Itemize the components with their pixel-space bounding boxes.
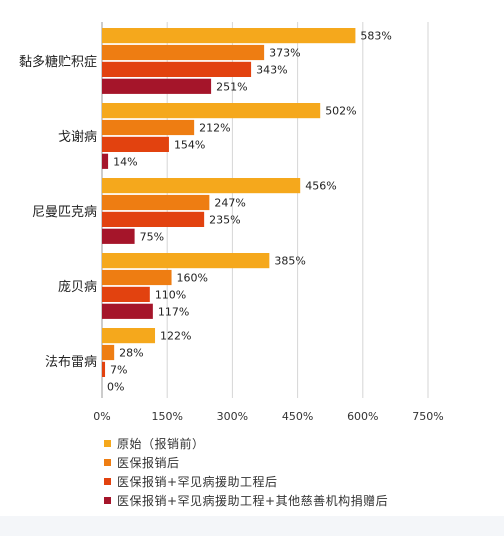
bar-value-label: 117%	[158, 305, 189, 318]
bar	[102, 153, 109, 169]
bar-value-label: 343%	[256, 63, 287, 76]
x-tick-label: 750%	[412, 410, 443, 423]
legend-item: 医保报销+罕见病援助工程后	[104, 472, 494, 491]
bar-value-label: 75%	[140, 230, 164, 243]
bar-value-label: 14%	[113, 155, 137, 168]
bar-value-label: 235%	[209, 213, 240, 226]
legend-label: 医保报销后	[117, 456, 180, 470]
x-tick-label: 0%	[93, 410, 110, 423]
bar	[102, 361, 106, 377]
bar	[102, 28, 356, 44]
legend-swatch	[104, 459, 111, 466]
legend-swatch	[104, 478, 111, 485]
bar	[102, 194, 210, 211]
x-tick-label: 450%	[282, 410, 313, 423]
legend-item: 医保报销后	[104, 453, 494, 472]
x-tick-label: 150%	[151, 410, 182, 423]
bar-value-label: 583%	[360, 30, 391, 43]
chart-legend: 原始（报销前） 医保报销后医保报销+罕见病援助工程后医保报销+罕见病援助工程+其他…	[104, 434, 494, 510]
bar-value-label: 385%	[274, 255, 305, 268]
bar	[102, 119, 195, 136]
bar	[102, 328, 156, 344]
category-label: 戈谢病	[58, 129, 97, 145]
legend-label: 医保报销+罕见病援助工程+其他慈善机构捐赠后	[117, 494, 389, 508]
bar	[102, 211, 205, 227]
bar	[102, 269, 172, 286]
bar	[102, 344, 115, 361]
legend-swatch	[104, 440, 111, 447]
bar	[102, 61, 252, 77]
bar-value-label: 373%	[269, 47, 300, 60]
bar	[102, 253, 270, 269]
bar-value-label: 247%	[214, 197, 245, 210]
bar-value-label: 251%	[216, 80, 247, 93]
category-label: 法布雷病	[45, 355, 97, 370]
bar-value-label: 122%	[160, 330, 191, 343]
bar-value-label: 110%	[155, 288, 186, 301]
legend-item: 原始（报销前）	[104, 434, 494, 453]
bar	[102, 78, 212, 94]
bar	[102, 103, 321, 119]
legend-label: 原始（报销前）	[117, 437, 205, 451]
bar-value-label: 154%	[174, 138, 205, 151]
bar	[102, 228, 135, 244]
category-label: 黏多糖贮积症	[19, 54, 97, 70]
bar-value-label: 456%	[305, 180, 336, 193]
bar-value-label: 212%	[199, 122, 230, 135]
bar	[102, 303, 153, 319]
bar-value-label: 28%	[119, 347, 143, 360]
x-tick-label: 300%	[217, 410, 248, 423]
x-tick-label: 600%	[347, 410, 378, 423]
legend-label: 医保报销+罕见病援助工程后	[117, 475, 278, 489]
bar-value-label: 7%	[110, 363, 127, 376]
bar-value-label: 0%	[107, 380, 124, 393]
category-label: 庞贝病	[58, 279, 97, 295]
legend-swatch	[104, 497, 111, 504]
bar	[102, 44, 265, 61]
footer-band	[0, 516, 504, 536]
bar	[102, 136, 169, 152]
category-label: 尼曼匹克病	[32, 205, 97, 220]
bar	[102, 286, 150, 302]
bar-value-label: 502%	[325, 105, 356, 118]
legend-item: 医保报销+罕见病援助工程+其他慈善机构捐赠后	[104, 491, 494, 510]
bar	[102, 178, 301, 194]
bar-value-label: 160%	[177, 272, 208, 285]
